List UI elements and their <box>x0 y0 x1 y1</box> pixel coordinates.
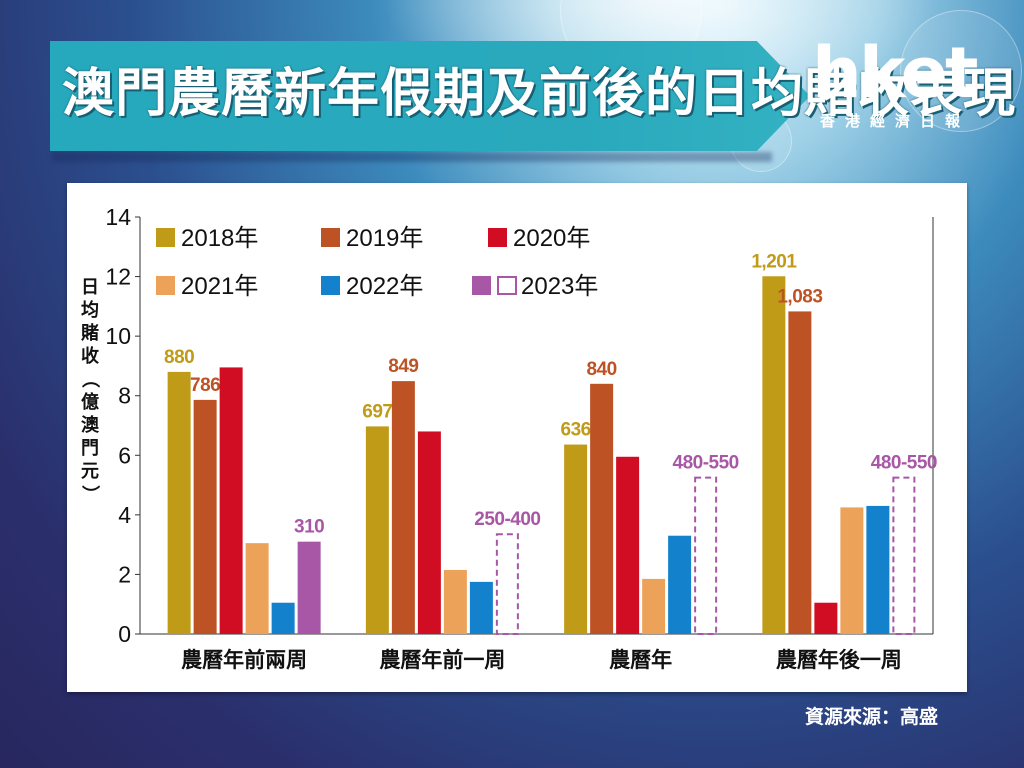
bar-data-label: 786 <box>190 375 220 396</box>
bar <box>564 444 588 634</box>
bar <box>469 581 493 634</box>
y-axis-label-char: ） <box>80 485 100 503</box>
y-tick-label: 2 <box>118 561 131 587</box>
hket-logo: hket <box>812 32 978 114</box>
bar <box>219 367 243 634</box>
legend-label: 2018年 <box>181 225 258 252</box>
bar <box>391 381 415 634</box>
bar-data-label: 480-550 <box>673 453 739 474</box>
y-tick-label: 12 <box>105 264 131 290</box>
legend-label: 2022年 <box>346 273 423 300</box>
x-category-label: 農曆年前一周 <box>379 648 505 672</box>
source-note: 資源來源：高盛 <box>805 706 939 728</box>
y-tick-label: 4 <box>118 502 131 528</box>
legend-swatch <box>321 276 340 295</box>
y-axis-label-char: 均 <box>81 299 99 320</box>
bar-data-label: 849 <box>388 356 418 377</box>
y-tick-label: 8 <box>118 383 131 409</box>
legend-swatch <box>156 228 175 247</box>
bar <box>866 505 890 634</box>
legend-label: 2019年 <box>346 225 423 252</box>
bar <box>193 399 217 634</box>
bar <box>788 311 812 634</box>
y-axis-label-char: 門 <box>81 438 99 458</box>
legend-swatch <box>156 276 175 295</box>
bar-estimate-range <box>892 476 916 635</box>
bar <box>762 276 786 634</box>
bar-estimate-range <box>495 533 519 636</box>
legend-label: 2023年 <box>521 273 598 300</box>
chart-panel: 0 2 4 6 8 10 12 14 日均賭收 （ 億澳門元 ） 農曆年前兩周 880 786 310 農曆年前… <box>67 183 967 692</box>
bar-data-label: 636 <box>561 420 591 441</box>
bar <box>616 456 640 634</box>
y-tick-label: 14 <box>105 204 131 230</box>
legend-swatch-estimate <box>497 276 517 295</box>
legend-label: 2021年 <box>181 273 258 300</box>
y-axis-label-char: 日 <box>81 277 99 297</box>
y-axis-label-char: 元 <box>81 461 99 481</box>
bar-data-label: 250-400 <box>474 509 540 530</box>
bar-data-label: 697 <box>362 401 392 422</box>
bar-estimate-range <box>694 476 718 635</box>
bar-data-label: 480-550 <box>871 453 937 474</box>
x-category-label: 農曆年 <box>609 648 672 672</box>
bar-data-label: 1,083 <box>777 286 822 307</box>
bar <box>167 371 191 634</box>
bar <box>245 543 269 634</box>
y-axis-label-char: 億 <box>81 391 99 412</box>
y-axis-label-char: 賭 <box>80 322 99 343</box>
legend-label: 2020年 <box>513 225 590 252</box>
y-tick-label: 10 <box>105 323 131 349</box>
bar <box>814 602 838 634</box>
bar <box>642 578 666 634</box>
x-category-label: 農曆年後一周 <box>776 648 902 672</box>
legend-swatch <box>472 276 491 295</box>
bar <box>365 426 389 634</box>
hket-logo-subtitle: 香港經濟日報 <box>820 112 971 130</box>
bar <box>668 535 692 634</box>
title-band-shadow <box>52 152 772 162</box>
legend-swatch <box>488 228 507 247</box>
bar <box>840 507 864 634</box>
bar <box>443 569 467 634</box>
y-tick-label: 0 <box>118 621 131 647</box>
x-category-label: 農曆年前兩周 <box>181 648 307 672</box>
page-title: 澳門農曆新年假期及前後的日均賭收表現 <box>62 64 1017 124</box>
title-band <box>50 41 810 151</box>
y-axis-label-char: 收 <box>81 345 99 366</box>
y-axis-label-char: 澳 <box>81 414 100 435</box>
y-axis-label-char: （ <box>80 370 100 388</box>
bar-data-label: 1,201 <box>751 251 797 272</box>
bar <box>271 602 295 634</box>
bar <box>297 541 321 634</box>
bar <box>417 431 441 634</box>
bar <box>590 383 614 634</box>
y-tick-label: 6 <box>118 442 131 468</box>
bar-data-label: 880 <box>164 347 194 368</box>
legend-swatch <box>321 228 340 247</box>
bar-data-label: 310 <box>294 517 324 538</box>
bar-data-label: 840 <box>587 359 617 380</box>
